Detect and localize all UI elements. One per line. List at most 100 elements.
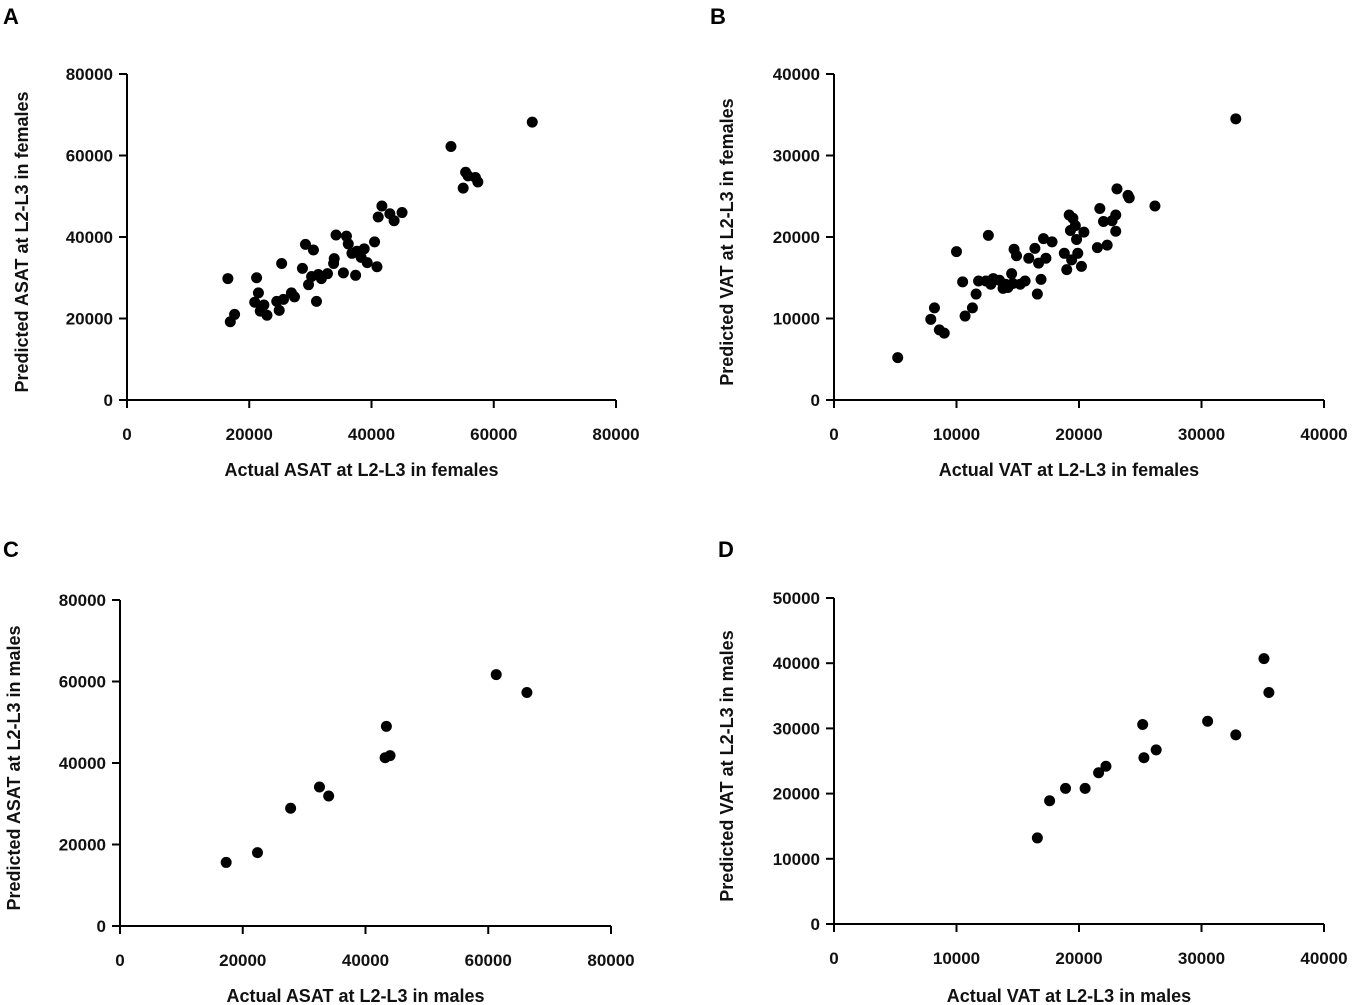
data-point [1263,687,1275,699]
data-point [457,182,469,194]
data-point [323,790,335,802]
data-point [1100,760,1112,772]
data-point [959,310,971,322]
y-tick-label: 50000 [773,589,820,608]
y-tick-label: 10000 [773,310,820,329]
y-tick-label: 40000 [59,754,106,773]
panel-b: B 0 10000 20000 30000 40000 0 10000 20000 30000 40… [710,4,1348,480]
data-point [1044,795,1056,807]
data-point [1029,242,1041,254]
data-point [1123,192,1135,204]
data-point [229,308,241,320]
data-point [1079,782,1091,794]
data-point [299,238,311,250]
panel-a: A 0 20000 40000 60000 80000 0 20000 40000 60000 80… [3,4,640,480]
y-tick-label: 20000 [773,228,820,247]
panel-letter: B [710,4,726,29]
data-point [1075,260,1087,272]
data-point [1060,782,1072,794]
data-point [372,211,384,223]
data-point [376,200,388,212]
x-axis-label: Actual ASAT at L2-L3 in females [224,460,498,480]
data-point [957,276,969,288]
x-axis-label: Actual VAT at L2-L3 in females [939,460,1199,480]
data-point [1069,220,1081,232]
y-tick-label: 30000 [773,147,820,166]
y-tick-label: 30000 [773,719,820,738]
y-axis-label: Predicted VAT at L2-L3 in females [717,98,737,385]
x-tick-label: 20000 [1055,425,1102,444]
data-point [251,272,263,284]
data-point [1037,233,1049,245]
data-point [1011,250,1023,262]
data-point [490,669,502,681]
panel-letter: C [3,537,19,562]
y-tick-label: 0 [97,917,106,936]
data-point [276,257,288,269]
data-point [337,267,349,279]
data-point [321,268,333,280]
x-tick-label: 20000 [226,425,273,444]
data-point [1101,239,1113,251]
x-tick-label: 20000 [1055,949,1102,968]
data-point [1150,744,1162,756]
data-point [1258,653,1270,665]
data-point [313,781,325,793]
data-point [358,243,370,255]
x-tick-label: 10000 [933,425,980,444]
data-point [252,287,264,299]
y-axis-label: Predicted ASAT at L2-L3 in females [12,91,32,392]
data-point [342,238,354,250]
y-tick-label: 0 [811,391,820,410]
data-point [1137,718,1149,730]
y-tick-label: 40000 [773,65,820,84]
data-point [1071,233,1083,245]
data-point [296,262,308,274]
x-tick-label: 30000 [1178,425,1225,444]
data-point [928,302,940,314]
data-point [1031,832,1043,844]
data-point [1202,715,1214,727]
data-point [361,257,373,269]
y-tick-label: 20000 [66,310,113,329]
data-point [277,293,289,305]
y-tick-label: 60000 [66,147,113,166]
data-point [388,215,400,227]
data-point [261,309,273,321]
data-point [1149,200,1161,212]
y-axis-label: Predicted ASAT at L2-L3 in males [4,625,24,910]
x-tick-label: 30000 [1178,949,1225,968]
y-tick-label: 0 [811,915,820,934]
data-point [521,687,533,699]
data-point [1078,226,1090,238]
y-axis-label: Predicted VAT at L2-L3 in males [717,630,737,901]
x-tick-label: 40000 [342,951,389,970]
data-point [938,327,950,339]
data-point [330,229,342,241]
x-tick-label: 20000 [219,951,266,970]
data-point [966,302,978,314]
x-tick-label: 0 [122,425,131,444]
data-point [892,352,904,364]
data-point [1023,252,1035,264]
y-tick-label: 10000 [773,850,820,869]
x-tick-label: 10000 [933,949,980,968]
panel-letter: D [718,537,734,562]
y-tick-label: 0 [104,391,113,410]
data-point [970,288,982,300]
data-point [310,295,322,307]
data-point [445,141,457,153]
data-point [396,207,408,219]
data-point [384,750,396,762]
panel-c: C 0 20000 40000 60000 80000 0 20000 40000 60000 80… [3,537,635,1005]
data-point [369,236,381,248]
data-point [951,246,962,258]
data-point [1006,268,1018,280]
data-point [1091,242,1103,254]
y-tick-label: 40000 [773,654,820,673]
data-point [1061,264,1073,276]
panel-letter: A [3,4,19,29]
data-point [285,802,297,814]
data-point [1111,183,1123,195]
